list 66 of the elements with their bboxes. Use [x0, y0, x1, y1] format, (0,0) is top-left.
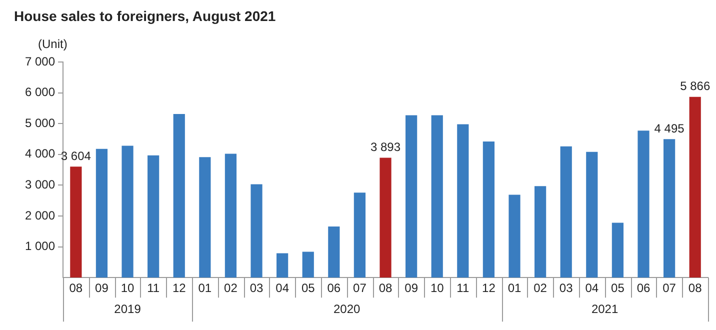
- bar: [276, 253, 288, 278]
- x-tick-label: 11: [456, 281, 470, 296]
- x-tick-label: 02: [534, 281, 548, 296]
- y-axis-title: (Unit): [38, 37, 68, 51]
- x-tick-label: 02: [224, 281, 238, 296]
- y-tick-label: 1 000: [25, 239, 56, 254]
- bar: [560, 146, 572, 278]
- bar: [689, 96, 701, 278]
- x-tick-label: 09: [95, 281, 109, 296]
- bar: [122, 146, 134, 278]
- bar: [508, 194, 520, 278]
- x-tick-label: 09: [404, 281, 418, 296]
- bar: [457, 124, 469, 278]
- bar: [406, 115, 418, 278]
- bar: [638, 130, 650, 278]
- data-label: 4 495: [654, 121, 685, 136]
- bar: [534, 186, 546, 278]
- text: 2019: [114, 302, 142, 316]
- x-tick-label: 05: [301, 281, 316, 296]
- x-tick-label: 10: [430, 281, 444, 296]
- bar: [586, 152, 598, 278]
- text: 2021: [591, 302, 618, 316]
- x-tick-label: 04: [276, 281, 290, 296]
- chart-title: House sales to foreigners, August 2021: [14, 8, 276, 24]
- x-tick-label: 08: [688, 281, 702, 296]
- x-tick-label: 03: [559, 281, 574, 296]
- y-tick-label: 4 000: [25, 146, 56, 161]
- bar: [302, 252, 314, 278]
- data-label: 3 604: [60, 148, 92, 163]
- y-tick-label: 6 000: [25, 85, 56, 100]
- bar: [482, 141, 495, 278]
- x-tick-label: 11: [147, 281, 160, 296]
- x-tick-label: 03: [250, 281, 264, 296]
- x-tick-label: 08: [378, 281, 393, 296]
- y-tick-label: 3 000: [25, 178, 56, 192]
- bar: [224, 154, 237, 278]
- bar: [70, 166, 82, 278]
- x-tick-label: 06: [327, 281, 341, 296]
- bar: [431, 115, 443, 278]
- bar: [354, 192, 366, 278]
- y-tick-label: 7 000: [25, 54, 56, 68]
- bar: [199, 157, 211, 278]
- x-tick-label: 08: [69, 281, 83, 296]
- bar: [663, 139, 676, 278]
- data-label: 5 866: [680, 79, 710, 94]
- bar: [148, 155, 160, 278]
- bar: [250, 184, 262, 278]
- x-tick-label: 01: [508, 281, 522, 296]
- x-tick-label: 07: [353, 281, 367, 296]
- x-tick-label: 10: [120, 281, 135, 296]
- bar: [328, 226, 340, 278]
- y-tick-label: 5 000: [25, 116, 56, 130]
- x-tick-label: 06: [636, 281, 650, 296]
- bar: [612, 222, 624, 278]
- x-tick-label: 04: [585, 281, 599, 296]
- data-label: 3 893: [370, 140, 401, 154]
- bar: [96, 148, 108, 278]
- y-tick-label: 2 000: [25, 208, 56, 222]
- x-tick-label: 12: [172, 281, 186, 296]
- x-tick-label: 07: [662, 281, 676, 296]
- bar: [380, 158, 392, 278]
- text: 2020: [333, 302, 360, 316]
- bar: [173, 114, 185, 278]
- x-tick-label: 01: [198, 281, 212, 296]
- x-tick-label: 12: [482, 281, 496, 296]
- x-tick-label: 05: [611, 281, 625, 296]
